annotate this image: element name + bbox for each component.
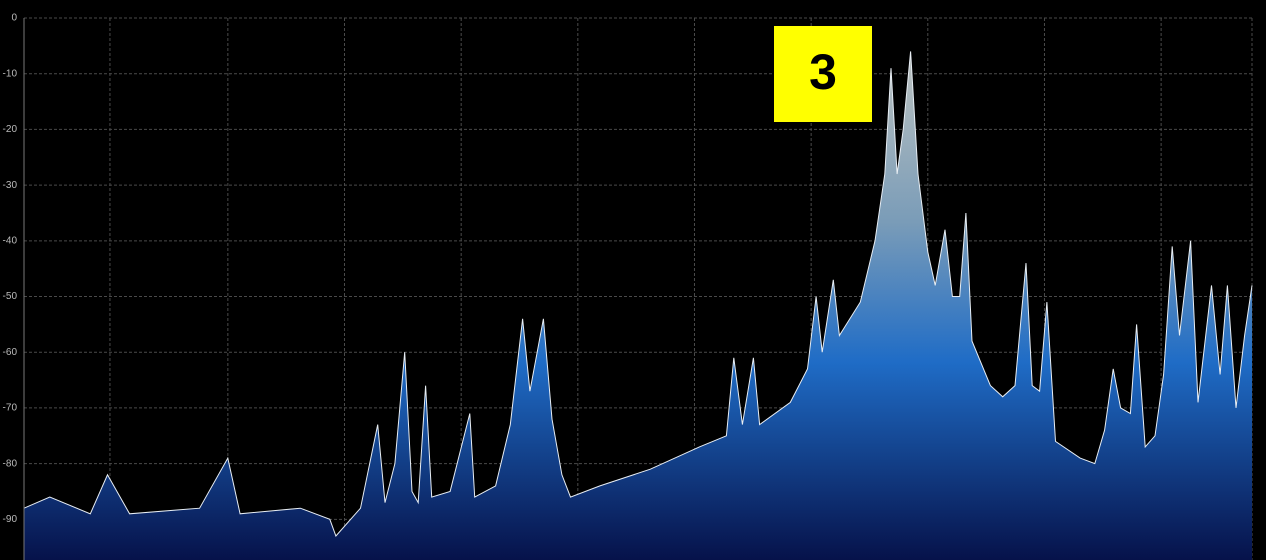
y-tick-label: -40: [3, 235, 18, 246]
spectrum-area: [24, 51, 1252, 560]
y-tick-label: -60: [3, 347, 18, 358]
plot: [23, 51, 1253, 560]
y-tick-label: 0: [11, 13, 17, 24]
y-tick-label: -20: [3, 124, 18, 135]
y-tick-label: -50: [3, 291, 18, 302]
y-tick-label: -70: [3, 403, 18, 414]
y-tick-label: -80: [3, 458, 18, 469]
y-tick-label: -90: [3, 514, 18, 525]
badge: [774, 26, 872, 122]
spectrum-line: [23, 51, 1253, 537]
badge-label: 3: [809, 44, 837, 100]
y-tick-label: -10: [3, 68, 18, 79]
y-tick-label: -30: [3, 180, 18, 191]
